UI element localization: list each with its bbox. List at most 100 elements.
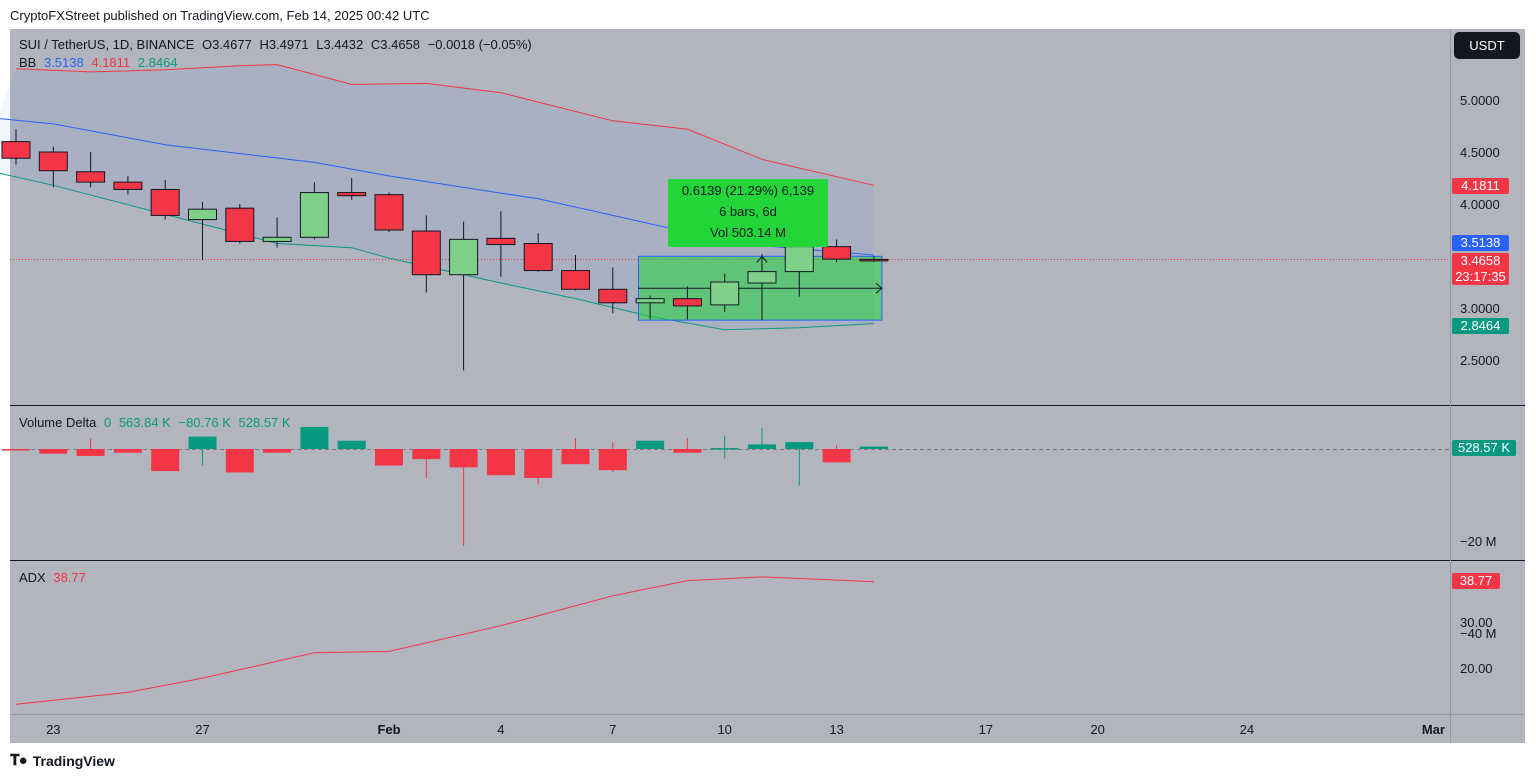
volume-delta-bar (710, 435, 739, 459)
candle (374, 192, 404, 233)
volume-delta-body (76, 449, 105, 456)
candle (523, 233, 553, 272)
volume-delta-bar (375, 449, 403, 466)
candle-body (598, 288, 628, 304)
time-axis-bg (10, 715, 1525, 743)
candle-body (1, 141, 31, 159)
volume-delta-bar (785, 442, 814, 486)
volume-delta-body (449, 449, 478, 468)
volume-v0: 0 (103, 415, 112, 430)
candle (672, 286, 702, 320)
adx-tag: 38.77 (1452, 573, 1500, 589)
candle (225, 204, 255, 244)
candle (747, 253, 777, 320)
price-tick-label: 2.5000 (1460, 353, 1500, 368)
volume-pane (10, 406, 1450, 560)
candle (299, 182, 329, 240)
bb-lower-value: 2.8464 (137, 55, 178, 70)
bb-upper-value: 4.1811 (91, 55, 131, 70)
volume-delta-bar (263, 449, 292, 453)
volume-delta-bar (412, 449, 441, 478)
tradingview-brand[interactable]: 𝐓● TradingView (10, 752, 115, 769)
currency-button[interactable]: USDT (1454, 32, 1520, 59)
volume-delta-body (859, 446, 888, 449)
price-tick-label: 5.0000 (1460, 93, 1500, 108)
volume-delta-bar (151, 449, 180, 472)
volume-delta-bar (673, 438, 702, 453)
volume-legend[interactable]: Volume Delta 0 563.84 K −80.76 K 528.57 … (19, 415, 295, 430)
candle (710, 273, 740, 313)
adx-pane (10, 561, 1450, 714)
candle-body (374, 194, 404, 231)
candle-body (747, 271, 777, 284)
candle (150, 180, 180, 220)
time-tick-label: 10 (717, 722, 731, 737)
volume-delta-body (486, 449, 515, 476)
last-price-tag: 3.4658 23:17:35 (1452, 253, 1509, 285)
volume-delta-body (375, 449, 403, 466)
main-legend: SUI / TetherUS, 1D, BINANCE O3.4677 H3.4… (19, 37, 536, 52)
volume-v2: −80.76 K (178, 415, 231, 430)
volume-delta-body (263, 449, 292, 453)
candle-body (299, 192, 329, 238)
candle-body (561, 270, 590, 290)
bb-lower-line (0, 172, 874, 331)
volume-delta-bar (859, 446, 888, 449)
volume-delta-bar (337, 440, 366, 449)
candle-body (859, 258, 889, 262)
candle (411, 215, 441, 293)
time-tick-label: 4 (497, 722, 504, 737)
adx-tick-label: 20.00 (1460, 661, 1493, 676)
volume-delta-body (2, 449, 30, 451)
candle-body (38, 151, 68, 172)
volume-delta-bar (76, 438, 105, 456)
candle-body (262, 236, 292, 242)
volume-delta-body (710, 448, 739, 450)
price-tick-label: 3.0000 (1460, 301, 1500, 316)
bb-legend[interactable]: BB 3.5138 4.1811 2.8464 (19, 55, 182, 70)
candle (859, 256, 889, 262)
volume-delta-body (598, 449, 627, 471)
measure-bars: 6 bars, 6d (719, 204, 777, 219)
ohlc-open: O3.4677 (201, 37, 252, 52)
candle-body (523, 243, 553, 272)
volume-delta-body (188, 436, 217, 449)
candle-body (672, 298, 702, 307)
candle-body (150, 188, 180, 216)
ohlc-high: H3.4971 (259, 37, 309, 52)
price-tick-label: 4.0000 (1460, 197, 1500, 212)
adx-legend[interactable]: ADX 38.77 (19, 570, 90, 585)
time-tick-label: 23 (46, 722, 60, 737)
candle-body (784, 246, 814, 273)
volume-delta-bar (2, 449, 30, 451)
adx-tick-label: 30.00 (1460, 615, 1493, 630)
volume-delta-body (748, 444, 776, 449)
price-axis-bg (1451, 29, 1525, 714)
volume-delta-body (636, 440, 665, 449)
bar-countdown: 23:17:35 (1455, 269, 1506, 284)
volume-delta-body (785, 442, 814, 449)
candle (76, 152, 106, 188)
ohlc-low: L3.4432 (316, 37, 364, 52)
volume-delta-bar (748, 427, 776, 449)
candle-body (113, 181, 143, 190)
candle (188, 201, 217, 261)
ohlc-close: C3.4658 (370, 37, 421, 52)
adx-label: ADX (19, 570, 46, 585)
price-tick-label: 4.5000 (1460, 145, 1500, 160)
volume-delta-body (673, 449, 702, 453)
volume-delta-bar (486, 449, 515, 476)
measure-volume: Vol 503.14 M (710, 225, 786, 240)
volume-delta-body (822, 449, 851, 463)
measure-change: 0.6139 (21.29%) 6,139 (681, 183, 815, 198)
candle (337, 178, 367, 200)
volume-delta-bar (449, 449, 478, 546)
publisher-caption: CryptoFXStreet published on TradingView.… (10, 8, 430, 23)
volume-delta-body (337, 440, 366, 449)
volume-delta-bar (188, 436, 217, 466)
volume-delta-bar (822, 445, 851, 463)
bb-upper-line (15, 64, 875, 186)
bb-basis-value: 3.5138 (43, 55, 84, 70)
candle-body (486, 237, 516, 246)
